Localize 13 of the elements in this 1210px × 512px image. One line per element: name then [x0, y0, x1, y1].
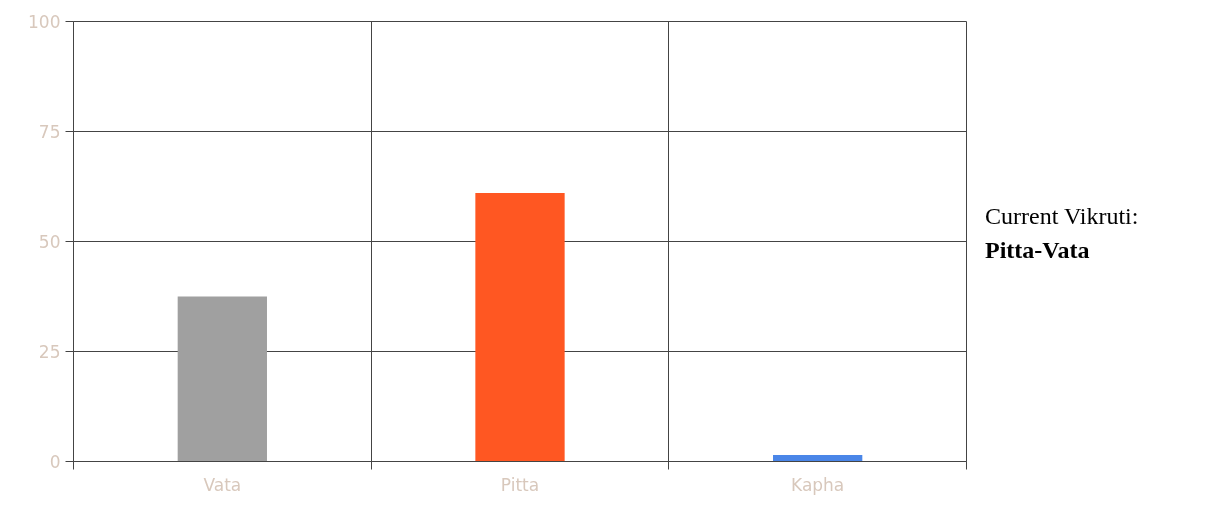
x-tick-label: Pitta — [500, 474, 540, 495]
y-tick-label: 0 — [49, 452, 61, 472]
text: Pitta-Vata — [985, 236, 1090, 263]
x-tick-label: Vata — [203, 474, 242, 495]
y-tick-label: 25 — [38, 342, 61, 362]
x-tick-label: Kapha — [791, 474, 845, 495]
y-tick-label: 100 — [28, 12, 61, 32]
bar — [475, 193, 565, 462]
text: Current Vikruti: — [985, 203, 1139, 229]
y-tick-label: 75 — [38, 122, 61, 142]
bar — [773, 454, 863, 462]
bar — [177, 296, 267, 462]
y-tick-label: 50 — [38, 232, 61, 252]
